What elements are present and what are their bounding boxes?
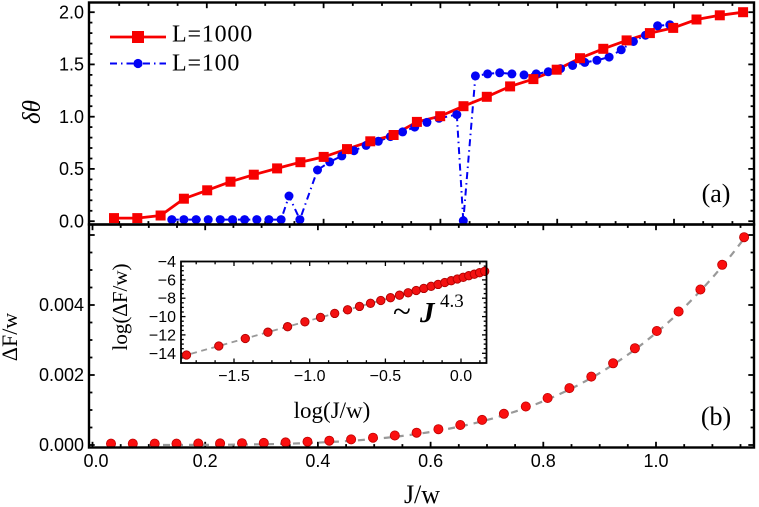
svg-text:4.3: 4.3 xyxy=(440,291,464,312)
svg-text:log(J/w): log(J/w) xyxy=(294,398,371,423)
svg-text:ΔF/w: ΔF/w xyxy=(0,313,22,361)
svg-text:−14: −14 xyxy=(149,346,176,363)
svg-text:1.0: 1.0 xyxy=(643,451,668,471)
svg-text:0.0: 0.0 xyxy=(83,451,108,471)
svg-text:J/w: J/w xyxy=(404,480,440,507)
svg-text:0.002: 0.002 xyxy=(39,365,84,385)
svg-text:−4: −4 xyxy=(158,254,176,271)
svg-text:−12: −12 xyxy=(149,327,176,344)
svg-text:−6: −6 xyxy=(158,272,176,289)
svg-text:log(ΔF/w): log(ΔF/w) xyxy=(108,263,132,350)
svg-text:0.5: 0.5 xyxy=(59,159,84,179)
svg-text:1.5: 1.5 xyxy=(59,55,84,75)
svg-text:0.0: 0.0 xyxy=(450,368,472,385)
svg-text:L=100: L=100 xyxy=(172,51,240,77)
svg-text:L=1000: L=1000 xyxy=(172,22,253,48)
svg-text:δθ: δθ xyxy=(19,100,46,124)
svg-text:0.6: 0.6 xyxy=(418,451,443,471)
svg-text:0.0: 0.0 xyxy=(59,211,84,231)
svg-text:0.004: 0.004 xyxy=(39,295,84,315)
svg-text:0.4: 0.4 xyxy=(305,451,330,471)
svg-text:(a): (a) xyxy=(702,179,731,208)
svg-text:−1.0: −1.0 xyxy=(294,368,326,385)
svg-text:~: ~ xyxy=(393,294,411,330)
svg-text:0.8: 0.8 xyxy=(531,451,556,471)
svg-text:J: J xyxy=(419,297,436,329)
svg-text:2.0: 2.0 xyxy=(59,2,84,22)
svg-text:0.2: 0.2 xyxy=(193,451,218,471)
svg-text:0.000: 0.000 xyxy=(39,435,84,455)
svg-text:−10: −10 xyxy=(149,309,176,326)
svg-text:(b): (b) xyxy=(701,402,731,431)
svg-text:−0.5: −0.5 xyxy=(370,368,402,385)
svg-text:−1.5: −1.5 xyxy=(218,368,250,385)
svg-text:1.0: 1.0 xyxy=(59,107,84,127)
svg-text:−8: −8 xyxy=(158,291,176,308)
